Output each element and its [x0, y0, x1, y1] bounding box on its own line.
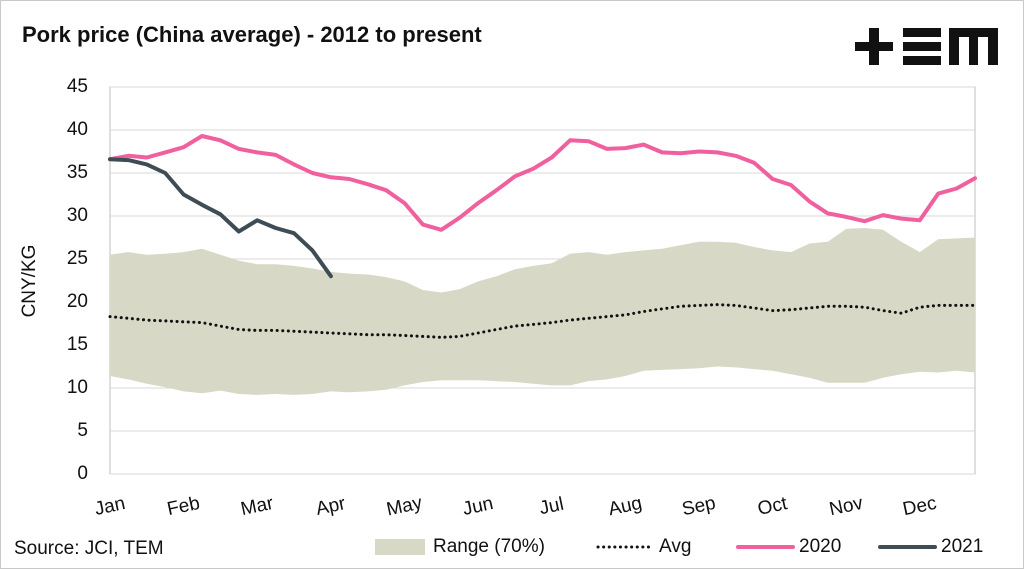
- x-tick-label: Jul: [538, 494, 566, 520]
- y-tick-label: 45: [67, 76, 88, 97]
- series-line: [108, 157, 333, 279]
- legend-label: 2020: [799, 536, 841, 557]
- legend-swatch: [375, 539, 425, 555]
- legend-label: Range (70%): [433, 536, 545, 557]
- series-line: [108, 134, 977, 232]
- y-tick-label: 0: [77, 463, 88, 484]
- y-tick-label: 20: [67, 291, 88, 312]
- y-tick-label: 5: [77, 420, 88, 441]
- range-band: [110, 228, 975, 395]
- y-tick-label: 25: [67, 248, 88, 269]
- y-tick-label: 40: [67, 119, 88, 140]
- legend-label: Avg: [659, 536, 691, 557]
- y-tick-label: 10: [67, 377, 88, 398]
- source-note: Source: JCI, TEM: [14, 538, 164, 559]
- series-line: [108, 303, 977, 339]
- y-axis-label: CNY/KG: [19, 245, 40, 318]
- y-tick-label: 30: [67, 205, 88, 226]
- y-tick-label: 35: [67, 162, 88, 183]
- y-tick-label: 15: [67, 334, 88, 355]
- chart-title: Pork price (China average) - 2012 to pre…: [22, 22, 482, 47]
- legend-label: 2021: [941, 536, 983, 557]
- logo: [855, 28, 998, 65]
